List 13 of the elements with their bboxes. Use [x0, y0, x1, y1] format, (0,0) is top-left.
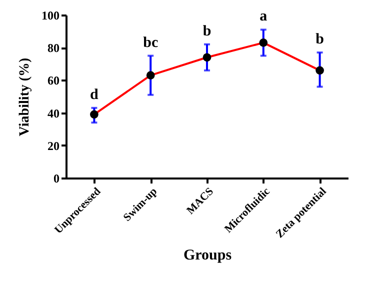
- annotation: b: [316, 31, 324, 48]
- y-tick-label: 0: [54, 172, 60, 186]
- annotation: a: [260, 8, 268, 25]
- y-axis-title: Viability (%): [18, 57, 32, 136]
- annotation: b: [202, 23, 212, 40]
- y-tick-label: 20: [48, 138, 60, 153]
- y-tick-label: 40: [48, 106, 60, 120]
- x-axis-title: Groups: [183, 248, 232, 264]
- annotation: d: [90, 86, 100, 103]
- y-tick-label: 60: [48, 74, 60, 88]
- y-tick-label: 80: [48, 41, 60, 56]
- y-tick-label: 100: [42, 8, 60, 22]
- annotation: bc: [143, 34, 158, 51]
